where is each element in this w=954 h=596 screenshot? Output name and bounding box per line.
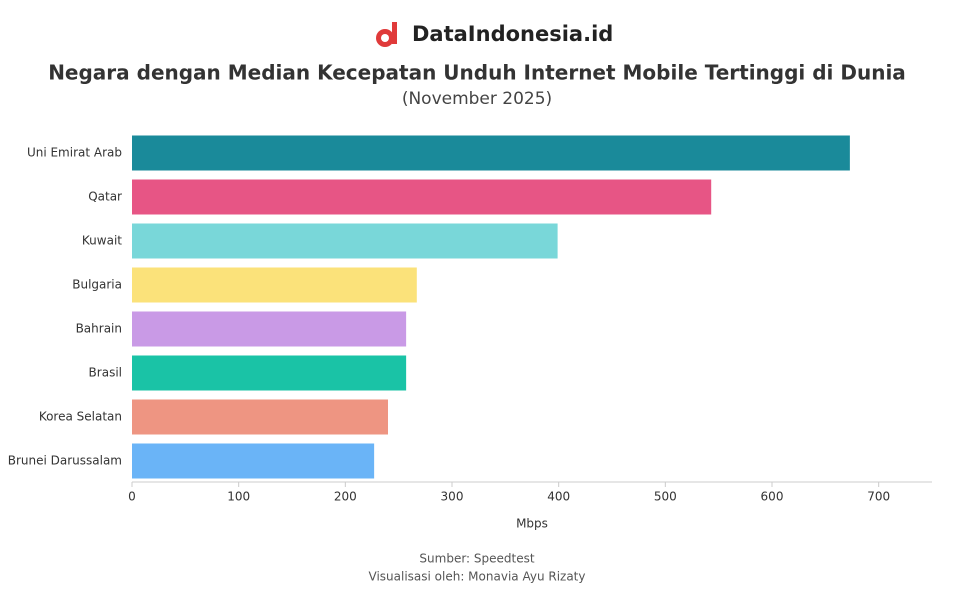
x-tick-label: 600 xyxy=(761,490,784,504)
bar xyxy=(132,135,850,171)
y-tick-label: Korea Selatan xyxy=(39,410,122,424)
credit: Visualisasi oleh: Monavia Ayu Rizaty xyxy=(369,570,586,584)
y-tick-label: Brunei Darussalam xyxy=(8,454,122,468)
bar xyxy=(132,399,388,435)
bar xyxy=(132,311,407,347)
logo-icon xyxy=(376,22,397,47)
x-tick-label: 200 xyxy=(334,490,357,504)
y-tick-label: Brasil xyxy=(89,366,122,380)
bar xyxy=(132,443,375,479)
x-tick-label: 400 xyxy=(547,490,570,504)
x-tick-label: 100 xyxy=(227,490,250,504)
y-tick-label: Qatar xyxy=(88,190,122,204)
source: Sumber: Speedtest xyxy=(419,552,534,566)
x-tick-label: 700 xyxy=(867,490,890,504)
bar xyxy=(132,223,558,259)
bar xyxy=(132,355,407,391)
y-tick-label: Bulgaria xyxy=(72,278,122,292)
y-tick-label: Kuwait xyxy=(82,234,122,248)
bar xyxy=(132,267,417,303)
chart-subtitle: (November 2025) xyxy=(402,89,552,109)
chart-title: Negara dengan Median Kecepatan Unduh Int… xyxy=(48,61,906,85)
y-tick-label: Bahrain xyxy=(76,322,122,336)
brand: DataIndonesia.id xyxy=(412,22,613,46)
x-axis-label: Mbps xyxy=(516,517,548,531)
bar xyxy=(132,179,712,215)
x-tick-label: 300 xyxy=(441,490,464,504)
y-tick-label: Uni Emirat Arab xyxy=(27,146,122,160)
x-tick-label: 500 xyxy=(654,490,677,504)
x-tick-label: 0 xyxy=(128,490,136,504)
